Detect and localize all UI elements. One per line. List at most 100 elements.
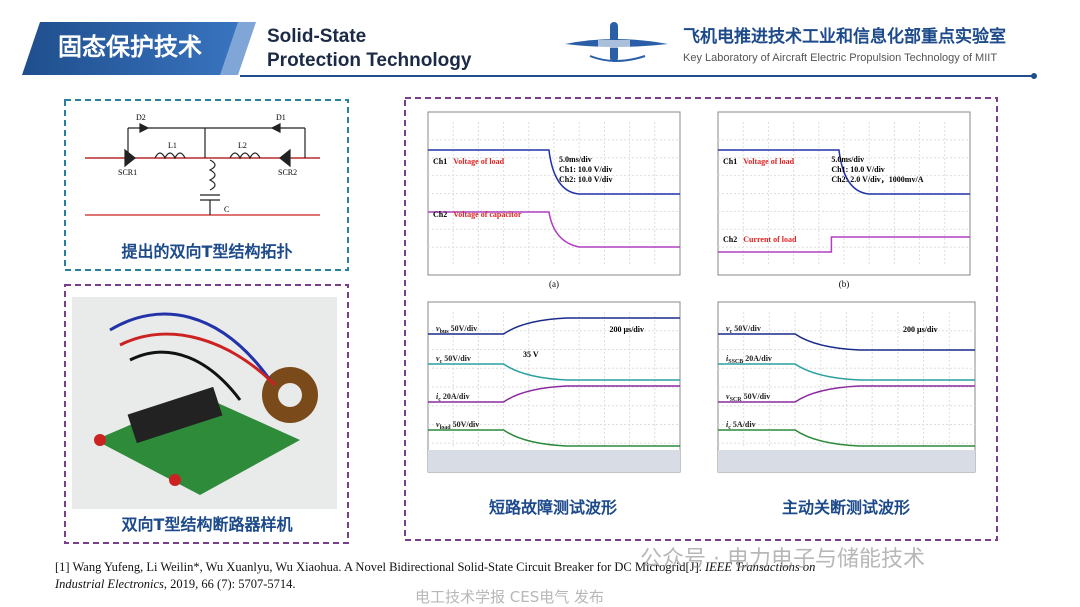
decoration bbox=[589, 55, 646, 62]
scope-setting: 5.0ms/div bbox=[831, 155, 864, 164]
voltage-marker: 35 V bbox=[523, 350, 539, 359]
trace-subscript: load bbox=[440, 425, 452, 431]
decoration bbox=[124, 148, 136, 168]
trace-scale: 50V/div bbox=[451, 420, 480, 429]
watermark: 公众号 · 电力电子与储能技术 bbox=[640, 547, 925, 572]
title-banner bbox=[22, 22, 250, 75]
channel-id: Ch1 bbox=[433, 157, 447, 166]
circuit-label: L1 bbox=[168, 141, 177, 150]
trace bbox=[428, 211, 680, 248]
trace bbox=[718, 429, 975, 447]
panel-border bbox=[404, 97, 998, 541]
channel-label: Ch1 Voltage of load bbox=[433, 157, 505, 166]
decoration bbox=[129, 350, 242, 401]
circuit-label: L2 bbox=[238, 141, 247, 150]
trace bbox=[428, 149, 680, 195]
trace-symbol: v bbox=[436, 420, 440, 429]
lab-logo bbox=[565, 22, 668, 62]
trace-subscript: c bbox=[728, 425, 731, 431]
prototype-panel: 双向T型结构断路器样机 bbox=[64, 284, 349, 544]
scope-setting: Ch1: 10.0 V/div bbox=[559, 165, 612, 174]
trace-symbol: v bbox=[436, 354, 440, 363]
trace-symbol: v bbox=[436, 324, 440, 333]
watermark: 电工技术学报 CES电气 发布 bbox=[415, 588, 604, 606]
trace-label: ic 5A/div bbox=[726, 420, 756, 431]
trace-symbol: i bbox=[726, 354, 729, 363]
decoration bbox=[119, 332, 277, 387]
scope-setting: Ch2: 10.0 V/div bbox=[559, 175, 612, 184]
trace-subscript: c bbox=[730, 329, 733, 335]
panel-caption: 双向T型结构断路器样机 bbox=[122, 515, 293, 534]
header-rule-dot bbox=[1031, 73, 1037, 79]
trace-symbol: v bbox=[726, 324, 730, 333]
channel-id: Ch2 bbox=[433, 210, 447, 219]
prototype-photo-content bbox=[94, 312, 318, 495]
circuit-label: D1 bbox=[276, 113, 286, 122]
panel-border bbox=[64, 284, 349, 544]
trace-scale: 20A/div bbox=[441, 392, 470, 401]
title-cn: 固态保护技术 bbox=[58, 33, 202, 61]
trace-subscript: SSCB bbox=[728, 359, 743, 365]
decoration bbox=[109, 312, 272, 381]
decoration bbox=[127, 386, 223, 444]
trace bbox=[718, 363, 975, 381]
trace-label: vbus 50V/div bbox=[436, 324, 477, 335]
topology-panel: D2 D1 SCR1 SCR2 L1 L2 C 提出的双向T型结构拓扑 bbox=[64, 99, 349, 271]
trace-subscript: c bbox=[438, 397, 441, 403]
scope-status-bar bbox=[428, 450, 680, 472]
trace-scale: 50V/div bbox=[449, 324, 478, 333]
trace bbox=[428, 429, 680, 447]
decoration bbox=[139, 123, 150, 133]
reference-text: [1] Wang Yufeng, Li Weilin*, Wu Xuanlyu,… bbox=[55, 560, 705, 574]
trace bbox=[428, 363, 680, 381]
channel-label: Ch2 Voltage of capacitor bbox=[433, 210, 522, 219]
panel-label: (a) bbox=[549, 279, 559, 289]
waveform-panel: 短路故障测试波形 主动关断测试波形 Ch1 Voltage of load Ch2 V… bbox=[404, 97, 998, 541]
decoration bbox=[598, 40, 630, 48]
trace-label: vload 50V/div bbox=[436, 420, 479, 431]
trace-label: iSSCB 20A/div bbox=[726, 354, 772, 365]
channel-name: Voltage of load bbox=[743, 157, 794, 166]
header: 固态保护技术 Solid-State Protection Technology… bbox=[22, 22, 1037, 79]
scope-setting: Ch1: 10.0 V/div bbox=[831, 165, 884, 174]
panel-label: (b) bbox=[839, 279, 850, 289]
channel-label: Ch2 Current of load bbox=[723, 235, 797, 244]
trace bbox=[718, 236, 970, 253]
trace-scale: 50V/div bbox=[442, 354, 471, 363]
panel-caption: 提出的双向T型结构拓扑 bbox=[122, 242, 293, 261]
panel-caption: 主动关断测试波形 bbox=[782, 498, 910, 517]
scope-setting: Ch2: 2.0 V/div，1000mv/A bbox=[831, 175, 923, 184]
trace-scale: 50V/div bbox=[742, 392, 771, 401]
channel-id: Ch1 bbox=[723, 157, 737, 166]
lab-name-en: Key Laboratory of Aircraft Electric Prop… bbox=[683, 52, 997, 64]
trace-scale: 20A/div bbox=[743, 354, 772, 363]
circuit-label: SCR2 bbox=[278, 168, 297, 177]
trace bbox=[718, 385, 975, 403]
trace-label: vc 50V/div bbox=[726, 324, 761, 335]
circuit-label: D2 bbox=[136, 113, 146, 122]
lab-name-cn: 飞机电推进技术工业和信息化部重点实验室 bbox=[683, 26, 1006, 47]
trace-symbol: i bbox=[726, 420, 729, 429]
circuit-label: C bbox=[224, 205, 229, 214]
trace bbox=[428, 385, 680, 403]
decoration bbox=[154, 152, 186, 160]
trace-subscript: bus bbox=[440, 329, 450, 335]
title-en: Protection Technology bbox=[267, 50, 472, 71]
channel-name: Voltage of capacitor bbox=[453, 210, 522, 219]
trace bbox=[718, 333, 975, 351]
decoration bbox=[270, 123, 281, 133]
reference: Industrial Electronics, 2019, 66 (7): 57… bbox=[54, 577, 296, 591]
panel-caption: 短路故障测试波形 bbox=[489, 498, 617, 517]
decoration bbox=[127, 127, 306, 158]
reference-journal: IEEE Transactions on bbox=[704, 560, 815, 574]
trace-subscript: SCR bbox=[730, 397, 743, 403]
trace-subscript: c bbox=[440, 359, 443, 365]
trace-label: ic 20A/div bbox=[436, 392, 470, 403]
trace-scale: 50V/div bbox=[732, 324, 761, 333]
circuit-diagram bbox=[85, 123, 320, 216]
title-banner-accent bbox=[220, 22, 256, 75]
trace-label: vSCR 50V/div bbox=[726, 392, 770, 403]
panel-border bbox=[64, 99, 349, 271]
decoration bbox=[229, 152, 261, 160]
